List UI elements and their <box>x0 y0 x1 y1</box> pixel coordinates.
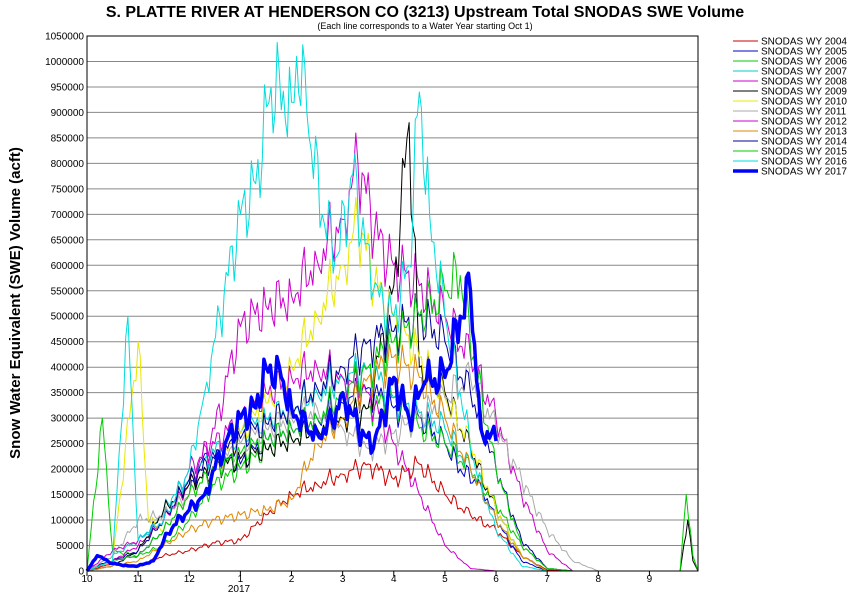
x-tick-label: 1 <box>238 574 244 585</box>
x-tick-label: 11 <box>133 574 144 585</box>
x-tick-label: 6 <box>493 574 499 585</box>
legend-label: SNODAS WY 2014 <box>761 137 847 148</box>
series-line <box>85 271 498 572</box>
x-axis-year-label: 2017 <box>228 584 251 595</box>
chart-title: S. PLATTE RIVER AT HENDERSON CO (3213) U… <box>106 4 744 21</box>
legend-label: SNODAS WY 2006 <box>761 57 847 68</box>
y-tick-label: 800000 <box>51 159 85 170</box>
y-tick-label: 450000 <box>51 337 85 348</box>
y-tick-label: 100000 <box>51 516 85 527</box>
legend-label: SNODAS WY 2010 <box>761 97 847 108</box>
x-tick-label: 3 <box>340 574 346 585</box>
y-tick-label: 1050000 <box>45 32 84 43</box>
legend-label: SNODAS WY 2017 <box>761 167 847 178</box>
y-tick-label: 0 <box>78 567 84 578</box>
series-line <box>86 251 699 572</box>
x-tick-labels: 10 11 12 1 2 3 4 5 6 7 8 9 <box>81 574 652 585</box>
series-layer <box>85 41 699 572</box>
y-tick-label: 200000 <box>51 465 85 476</box>
y-tick-label: 700000 <box>51 210 85 221</box>
series-line <box>86 377 698 572</box>
legend-label: SNODAS WY 2005 <box>761 47 847 58</box>
legend-label: SNODAS WY 2009 <box>761 87 847 98</box>
y-tick-labels: 0 50000 100000 150000 200000 250000 300000 3500… <box>45 32 84 578</box>
y-axis-label: Snow Water Equivalent (SWE) Volume (acft… <box>7 147 24 459</box>
legend-label: SNODAS WY 2012 <box>761 117 847 128</box>
x-tick-label: 10 <box>81 574 93 585</box>
y-tick-label: 600000 <box>51 261 85 272</box>
x-tick-label: 5 <box>442 574 448 585</box>
y-tick-label: 550000 <box>51 286 85 297</box>
x-tick-label: 12 <box>184 574 196 585</box>
y-tick-label: 50000 <box>56 541 84 552</box>
series-line <box>86 293 698 572</box>
series-line <box>86 132 698 572</box>
x-tick-label: 9 <box>647 574 653 585</box>
legend-label: SNODAS WY 2015 <box>761 147 847 158</box>
y-tick-label: 400000 <box>51 363 85 374</box>
x-tick-label: 7 <box>544 574 550 585</box>
legend-label: SNODAS WY 2011 <box>761 107 847 118</box>
y-tick-label: 850000 <box>51 133 85 144</box>
y-tick-label: 350000 <box>51 388 85 399</box>
y-tick-label: 1000000 <box>45 57 84 68</box>
plot-frame <box>86 35 699 572</box>
chart-subtitle: (Each line corresponds to a Water Year s… <box>317 21 532 31</box>
legend-label: SNODAS WY 2008 <box>761 77 847 88</box>
y-tick-label: 300000 <box>51 414 85 425</box>
y-tick-label: 500000 <box>51 312 85 323</box>
y-tick-label: 900000 <box>51 108 85 119</box>
y-tick-label: 750000 <box>51 184 85 195</box>
y-tick-label: 950000 <box>51 82 85 93</box>
series-line <box>86 352 698 572</box>
y-tick-label: 250000 <box>51 439 85 450</box>
legend-label: SNODAS WY 2016 <box>761 157 847 168</box>
x-tick-label: 8 <box>596 574 602 585</box>
x-tick-label: 4 <box>391 574 397 585</box>
legend-label: SNODAS WY 2013 <box>761 127 847 138</box>
series-line <box>86 455 698 572</box>
x-tick-label: 2 <box>289 574 295 585</box>
y-tick-label: 650000 <box>51 235 85 246</box>
legend-label: SNODAS WY 2004 <box>761 37 847 48</box>
y-tick-label: 150000 <box>51 490 85 501</box>
legend-label: SNODAS WY 2007 <box>761 67 847 78</box>
series-line <box>86 361 698 572</box>
